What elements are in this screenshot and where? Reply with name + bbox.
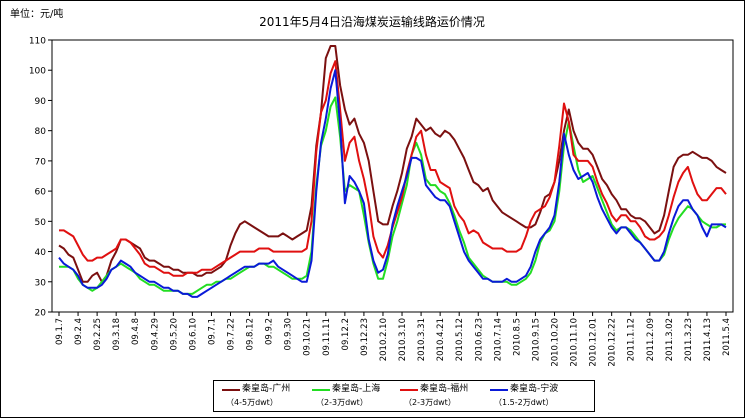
legend-swatch-fuzhou <box>400 389 418 391</box>
x-tick-label: 2010.9.15 <box>531 318 541 361</box>
x-tick-label: 2011.1.12 <box>627 318 637 361</box>
y-tick-label: 50 <box>35 218 47 228</box>
x-tick-label: 2010.6.23 <box>474 318 484 361</box>
unit-label: 单位：元/吨 <box>10 7 63 20</box>
x-tick-label: 09.9.2 <box>265 318 275 345</box>
legend: 秦皇岛-广州 （4-5万dwt） 秦皇岛-上海 （2-3万dwt） 秦皇岛-福州… <box>213 380 595 412</box>
x-tick-label: 09.5.20 <box>169 318 179 350</box>
x-tick-label: 09.7.1 <box>207 318 217 345</box>
y-tick-label: 20 <box>35 309 47 319</box>
legend-label-fuzhou: 秦皇岛-福州 <box>420 384 469 394</box>
x-tick-label: 09.8.12 <box>246 318 256 350</box>
legend-sub-guangzhou: （4-5万dwt） <box>226 398 278 407</box>
legend-label-guangzhou: 秦皇岛-广州 <box>242 384 291 394</box>
x-tick-label: 09.3.18 <box>112 318 122 350</box>
legend-sub-ningbo: （1.5-2万dwt） <box>494 398 554 407</box>
y-tick-label: 70 <box>35 157 47 167</box>
x-tick-label: 09.4.29 <box>150 318 160 350</box>
x-tick-label: 09.6.10 <box>188 318 198 350</box>
x-tick-label: 09.12.2 <box>341 318 351 350</box>
legend-swatch-guangzhou <box>222 389 240 391</box>
legend-item-fuzhou: 秦皇岛-福州 （2-3万dwt） <box>400 384 495 410</box>
legend-item-shanghai: 秦皇岛-上海 （2-3万dwt） <box>312 384 407 410</box>
plot-area <box>51 39 734 313</box>
x-tick-label: 09.1.7 <box>55 318 65 345</box>
x-tick-label: 2010.3.10 <box>398 318 408 361</box>
legend-sub-shanghai: （2-3万dwt） <box>316 398 368 407</box>
x-tick-label: 2011.3.23 <box>684 318 694 361</box>
x-tick-label: 2010.11.10 <box>570 318 580 367</box>
y-tick-label: 80 <box>35 127 47 137</box>
x-tick-label: 2011.5.4 <box>722 318 732 356</box>
x-tick-label: 2010.7.14 <box>493 318 503 361</box>
y-tick-label: 40 <box>35 248 47 258</box>
series-lines <box>58 45 727 298</box>
legend-swatch-shanghai <box>312 389 330 391</box>
legend-label-shanghai: 秦皇岛-上海 <box>332 384 381 394</box>
x-tick-label: 2010.8.5 <box>512 318 522 356</box>
x-tick-label: 2010.12.01 <box>589 318 599 367</box>
x-tick-label: 09.11.11 <box>322 318 332 356</box>
x-axis: 09.1.7 09.2.4 09.2.25 09.3.18 09.4.8 09.4.29 0… <box>55 312 732 367</box>
legend-swatch-ningbo <box>490 389 508 391</box>
x-tick-label: 09.7.22 <box>227 318 237 350</box>
y-tick-label: 90 <box>35 97 47 107</box>
legend-label-ningbo: 秦皇岛-宁波 <box>510 384 559 394</box>
y-tick-label: 30 <box>35 278 47 288</box>
y-tick-label: 60 <box>35 188 47 198</box>
x-tick-label: 2010.4.21 <box>436 318 446 361</box>
x-tick-label: 2011.4.13 <box>703 318 713 361</box>
x-tick-label: 09.4.8 <box>131 318 141 345</box>
x-tick-label: 09.2.25 <box>93 318 103 350</box>
x-tick-label: 2010.5.12 <box>455 318 465 361</box>
x-tick-label: 09.9.30 <box>284 318 294 350</box>
x-tick-label: 09.2.4 <box>74 318 84 345</box>
series-line-0 <box>58 45 727 283</box>
y-tick-label: 100 <box>29 67 46 77</box>
series-line-3 <box>58 69 727 298</box>
series-line-1 <box>59 96 726 295</box>
legend-item-ningbo: 秦皇岛-宁波 （1.5-2万dwt） <box>490 384 585 410</box>
x-tick-label: 09.12.23 <box>360 318 370 356</box>
x-tick-label: 2010.12.22 <box>608 318 618 367</box>
x-tick-label: 2010.3.31 <box>417 318 427 361</box>
chart-title: 2011年5月4日沿海煤炭运输线路运价情况 <box>259 14 485 29</box>
x-tick-label: 09.10.21 <box>303 318 313 356</box>
x-tick-label: 2010.10.20 <box>550 318 560 367</box>
y-axis: 20 30 40 50 60 70 80 90 100 110 <box>29 37 52 319</box>
x-tick-label: 2011.2.09 <box>646 318 656 361</box>
legend-sub-fuzhou: （2-3万dwt） <box>404 398 456 407</box>
x-tick-label: 2010.2.10 <box>379 318 389 361</box>
legend-item-guangzhou: 秦皇岛-广州 （4-5万dwt） <box>222 384 317 410</box>
y-tick-label: 110 <box>29 37 46 47</box>
x-tick-label: 2011.3.02 <box>665 318 675 361</box>
